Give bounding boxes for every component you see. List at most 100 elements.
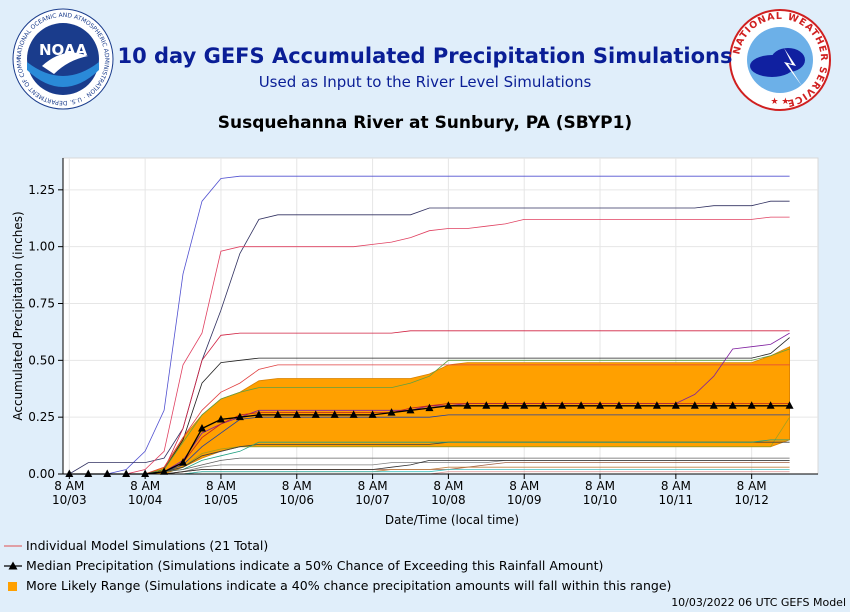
median-marker (728, 401, 737, 409)
median-marker (596, 401, 605, 409)
x-tick-label-time: 8 AM (206, 479, 236, 493)
x-tick-label-time: 8 AM (661, 479, 691, 493)
x-tick-label-date: 10/10 (583, 493, 618, 507)
x-tick-label-time: 8 AM (54, 479, 84, 493)
median-marker (311, 410, 320, 418)
simulation-line-18 (69, 469, 790, 475)
simulation-line-3 (69, 216, 790, 475)
legend-individual: Individual Model Simulations (21 Total) (4, 538, 268, 553)
x-tick-label-time: 8 AM (358, 479, 388, 493)
x-tick-label-date: 10/04 (128, 493, 163, 507)
y-axis-label: Accumulated Precipitation (inches) (11, 211, 25, 420)
legend-range-label: More Likely Range (Simulations indicate … (26, 578, 672, 593)
simulation-line-14 (69, 457, 790, 475)
median-marker (652, 401, 661, 409)
median-marker (368, 410, 377, 418)
median-marker (273, 410, 282, 418)
x-tick-label-date: 10/09 (507, 493, 542, 507)
y-tick-label: 0.50 (28, 353, 55, 367)
median-marker (690, 401, 699, 409)
y-ticks: 0.00 0.25 0.50 0.75 1.00 1.25 (28, 183, 63, 481)
chart-subtitle: Used as Input to the River Level Simulat… (258, 73, 592, 91)
x-tick-label-date: 10/11 (659, 493, 694, 507)
median-marker (235, 412, 244, 421)
median-marker (141, 469, 150, 477)
legend-median-label: Median Precipitation (Simulations indica… (26, 558, 604, 573)
median-marker (614, 401, 623, 409)
median-marker (179, 458, 188, 466)
median-series (65, 401, 794, 477)
simulation-line-4 (69, 330, 790, 475)
nws-logo: NATIONAL WEATHER SERVICE ★ ★ (729, 9, 831, 111)
simulation-line-11 (69, 416, 790, 475)
noaa-logo: NATIONAL OCEANIC AND ATMOSPHERIC ADMINIS… (12, 8, 114, 110)
individual-simulations (69, 175, 790, 475)
simulation-line-20 (69, 459, 790, 475)
median-marker (330, 410, 339, 418)
x-axis-label: Date/Time (local time) (385, 513, 519, 527)
x-tick-label-date: 10/12 (734, 493, 769, 507)
median-marker (671, 401, 680, 409)
median-marker (444, 401, 453, 409)
median-marker (122, 469, 131, 477)
x-tick-label-date: 10/08 (431, 493, 466, 507)
y-tick-label: 0.75 (28, 296, 55, 310)
simulation-line-10 (69, 414, 790, 475)
median-marker (65, 469, 74, 477)
median-marker (766, 401, 775, 409)
median-marker (558, 401, 567, 409)
median-marker (577, 401, 586, 409)
legend-individual-label: Individual Model Simulations (21 Total) (26, 538, 269, 553)
x-tick-label-time: 8 AM (433, 479, 463, 493)
median-marker (463, 401, 472, 409)
y-tick-label: 0.00 (28, 467, 55, 481)
station-title: Susquehanna River at Sunbury, PA (SBYP1) (217, 113, 633, 133)
x-tick-label-time: 8 AM (509, 479, 539, 493)
median-marker (349, 410, 358, 418)
x-tick-label-time: 8 AM (737, 479, 767, 493)
median-marker (501, 401, 510, 409)
median-marker (292, 410, 301, 418)
legend-median-swatch (4, 561, 22, 569)
y-tick-label: 0.25 (28, 410, 55, 424)
simulation-line-13 (69, 439, 790, 475)
median-marker (785, 401, 794, 409)
legend-median: Median Precipitation (Simulations indica… (4, 558, 603, 573)
simulation-line-6 (69, 364, 790, 475)
median-marker (84, 469, 93, 477)
x-tick-label-time: 8 AM (585, 479, 615, 493)
simulation-line-7 (69, 348, 790, 475)
median-marker (160, 467, 169, 475)
svg-text:★ ★: ★ ★ (771, 97, 790, 107)
median-marker (633, 401, 642, 409)
legend-range: More Likely Range (Simulations indicate … (4, 578, 671, 593)
x-tick-label-date: 10/05 (204, 493, 239, 507)
x-tick-label-date: 10/07 (355, 493, 390, 507)
median-marker (539, 401, 548, 409)
median-marker (406, 405, 415, 414)
median-marker (387, 408, 396, 416)
median-marker (254, 410, 263, 418)
x-tick-label-time: 8 AM (282, 479, 312, 493)
y-tick-label: 1.25 (28, 183, 55, 197)
simulation-line-1 (69, 175, 790, 475)
legend-range-swatch (8, 581, 17, 591)
simulation-line-5 (69, 337, 790, 475)
median-marker (482, 401, 491, 409)
y-tick-label: 1.00 (28, 240, 55, 254)
model-run-footer: 10/03/2022 06 UTC GEFS Model (671, 596, 846, 609)
median-marker (747, 401, 756, 409)
noaa-logo-text: NOAA (39, 41, 88, 59)
median-marker (709, 401, 718, 409)
chart-title: 10 day GEFS Accumulated Precipitation Si… (117, 44, 733, 68)
x-tick-label-date: 10/03 (52, 493, 87, 507)
x-tick-label-time: 8 AM (130, 479, 160, 493)
median-marker (216, 414, 225, 423)
legend-individual-swatch (4, 545, 22, 546)
median-marker (520, 401, 529, 409)
median-marker (425, 403, 434, 412)
x-tick-label-date: 10/06 (279, 493, 314, 507)
median-marker (197, 424, 206, 432)
